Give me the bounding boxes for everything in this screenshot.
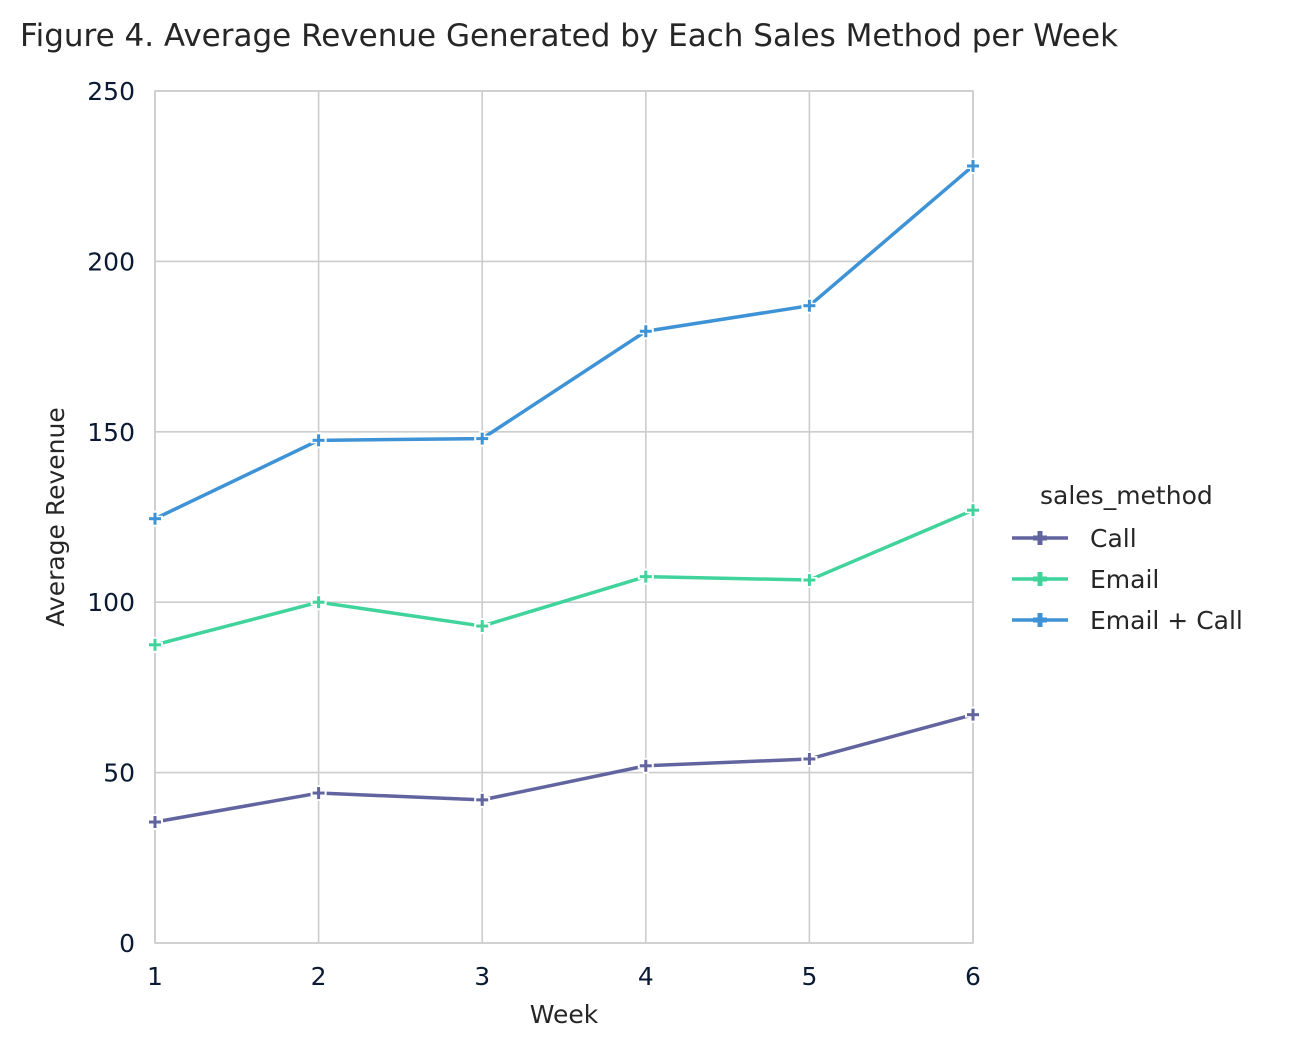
y-tick-label: 100: [87, 588, 135, 617]
y-tick-label: 0: [119, 929, 135, 958]
y-tick-label: 200: [87, 247, 135, 276]
legend-swatch-marker: [1033, 572, 1047, 586]
data-point-marker-glyph: [803, 574, 816, 587]
plot-area-frame: [154, 90, 974, 944]
data-point-marker: [965, 502, 981, 519]
data-point-marker: [637, 323, 654, 340]
x-tick-label: 6: [965, 962, 981, 991]
series-line: [153, 712, 975, 824]
y-tick-label: 50: [103, 759, 135, 788]
series-email-call: [147, 157, 981, 527]
data-point-marker-glyph: [639, 759, 652, 772]
data-point-marker: [310, 594, 327, 611]
y-axis-ticks: 0 50 100 150 200 250: [87, 77, 135, 958]
data-point-marker: [637, 568, 654, 585]
data-point-marker: [637, 757, 654, 774]
y-axis-label: Average Revenue: [41, 407, 70, 626]
legend-label: Email + Call: [1090, 606, 1243, 635]
data-point-marker: [147, 636, 163, 653]
legend-title: sales_method: [1040, 481, 1213, 510]
series-call: [147, 706, 981, 831]
chart-title: Figure 4. Average Revenue Generated by E…: [20, 18, 1118, 54]
legend-swatch-marker: [1033, 613, 1047, 627]
x-tick-label: 5: [801, 962, 817, 991]
data-point-marker-glyph: [149, 512, 161, 525]
data-point-marker: [147, 510, 163, 527]
x-tick-label: 3: [474, 962, 490, 991]
legend-label: Call: [1090, 524, 1137, 553]
series-line: [153, 164, 975, 521]
x-tick-label: 2: [311, 962, 327, 991]
data-point-marker: [965, 706, 981, 723]
x-axis-ticks: 1 2 3 4 5 6: [147, 962, 981, 991]
data-point-marker-glyph: [639, 325, 652, 338]
data-point-marker-glyph: [803, 299, 816, 312]
x-tick-label: 1: [147, 962, 163, 991]
data-point-marker-glyph: [476, 432, 489, 445]
data-point-marker-glyph: [312, 787, 325, 800]
series-line: [153, 508, 975, 647]
data-point-marker: [474, 791, 491, 808]
data-point-marker-glyph: [967, 708, 979, 721]
legend-item: Email: [1012, 565, 1159, 594]
data-point-marker-glyph: [967, 504, 979, 517]
y-tick-label: 250: [87, 77, 135, 106]
data-point-marker: [310, 785, 327, 802]
data-point-marker-glyph: [149, 638, 161, 651]
data-point-marker: [965, 157, 981, 174]
data-point-marker: [474, 430, 491, 447]
data-point-marker-glyph: [967, 159, 979, 172]
data-point-marker: [310, 432, 327, 449]
legend: sales_method Call Email Email + Call: [1012, 481, 1243, 635]
series-email: [147, 502, 981, 653]
data-point-marker: [147, 814, 163, 831]
x-tick-label: 4: [638, 962, 654, 991]
data-point-marker-glyph: [476, 620, 489, 633]
data-point-marker: [801, 572, 818, 589]
data-point-marker-glyph: [476, 793, 489, 806]
data-point-marker: [801, 297, 818, 314]
data-point-marker-glyph: [149, 816, 161, 829]
grid-lines: [154, 90, 974, 944]
y-tick-label: 150: [87, 418, 135, 447]
legend-label: Email: [1090, 565, 1159, 594]
x-axis-label: Week: [530, 1000, 599, 1029]
legend-item: Email + Call: [1012, 606, 1243, 635]
data-point-marker-glyph: [803, 752, 816, 765]
data-point-marker-glyph: [639, 570, 652, 583]
data-point-marker: [801, 750, 818, 767]
data-point-marker-glyph: [312, 596, 325, 609]
legend-item: Call: [1012, 524, 1137, 553]
data-point-marker: [474, 618, 491, 635]
data-point-marker-glyph: [312, 434, 325, 447]
series-group: [147, 157, 981, 831]
legend-swatch-marker: [1033, 531, 1047, 545]
